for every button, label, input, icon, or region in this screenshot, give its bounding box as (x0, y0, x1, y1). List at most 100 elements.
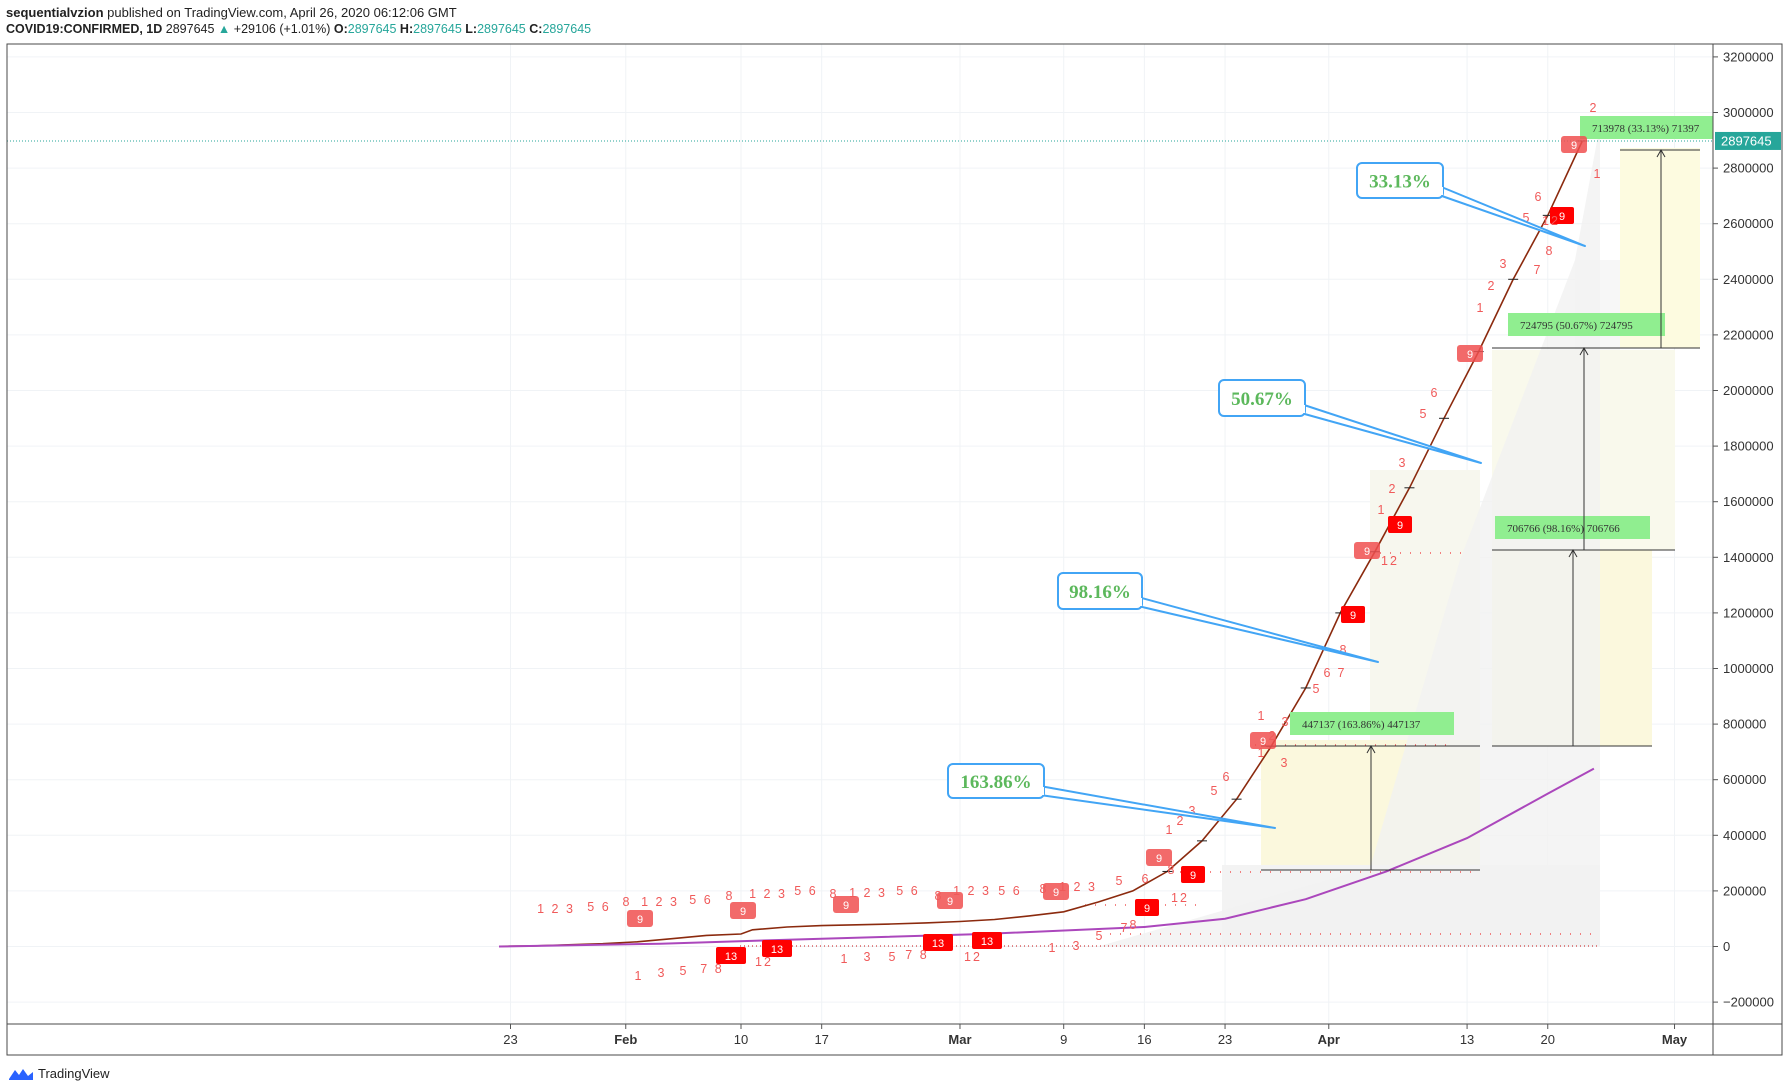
td-setup-label: 9 (1571, 140, 1577, 152)
td-count: 12 (964, 950, 982, 964)
td-support-lines (740, 552, 1600, 947)
measure-arrow-head (1579, 346, 1589, 356)
x-tick-label: 17 (814, 1032, 828, 1047)
td-count: 8 (1040, 882, 1049, 896)
axes: 3200000300000028000002600000240000022000… (6, 43, 1783, 1056)
td-countdown-label: 9 (1397, 520, 1403, 532)
symbol-legend: COVID19:CONFIRMED, 1D 2897645 ▲ +29106 (… (6, 22, 591, 36)
td-count: 2 (1488, 279, 1497, 293)
callout-label: 163.86% (960, 772, 1031, 793)
td-countdown-label: 13 (981, 936, 993, 948)
td-countdown-box (972, 932, 1002, 949)
td-count: 1 2 3 (537, 902, 575, 916)
td-count: 5 (1096, 929, 1105, 943)
low-label: L: (465, 22, 478, 36)
td-count: 7 8 (905, 948, 928, 962)
y-tick-label: 2200000 (1723, 327, 1774, 342)
td-setup-box (833, 896, 859, 913)
author-name[interactable]: sequentialvzion (6, 5, 104, 20)
y-tick-label: 1400000 (1723, 550, 1774, 565)
measure-label-box (1508, 313, 1665, 336)
x-tick-label: 23 (503, 1032, 517, 1047)
td-setup-label: 9 (1364, 546, 1370, 558)
td-count: 1 (1378, 503, 1387, 517)
td-count: 5 (1116, 874, 1125, 888)
td-count: 8 (1546, 244, 1555, 258)
td-count: 6 (1535, 190, 1544, 204)
td-count: 8 (623, 895, 632, 909)
td-count: 1 2 3 (849, 886, 887, 900)
td-count: 2 (1269, 729, 1278, 743)
y-tick-label: 200000 (1723, 883, 1766, 898)
callouts[interactable]: 163.86% 98.16% 50.67% 33.13% (947, 162, 1586, 829)
last-price-tag (1715, 131, 1781, 150)
td-setup-box (1354, 542, 1380, 559)
td-count: 6 (1142, 872, 1151, 886)
y-tick-label: 2600000 (1723, 216, 1774, 231)
symbol-name: COVID19:CONFIRMED, 1D (6, 22, 163, 36)
x-tick-label: 10 (734, 1032, 748, 1047)
td-count: 6 (1324, 666, 1333, 680)
measure-tools[interactable]: 447137 (163.86%) 447137 706766 (98.16%) 7… (1261, 116, 1713, 871)
td-setup-label: 9 (1156, 853, 1162, 865)
td-count: 1 (841, 952, 850, 966)
callout-pointer (1300, 403, 1482, 464)
td-count: 5 (1313, 682, 1322, 696)
td-count: 7 (1534, 263, 1543, 277)
td-countdown-box (1341, 606, 1365, 623)
close-value: 2897645 (542, 22, 592, 36)
td-count: 3 (1500, 257, 1509, 271)
change-value: +29106 (+1.01%) (233, 22, 331, 36)
callout-joint (1136, 598, 1142, 606)
publish-date: published on TradingView.com, April 26, … (107, 5, 457, 20)
y-tick-label: 1200000 (1723, 605, 1774, 620)
td-count: 5 (889, 950, 898, 964)
td-setup-box (627, 910, 653, 927)
callout-joint (1437, 187, 1443, 195)
measure-arrow-head (1366, 744, 1376, 754)
y-tick-label: 400000 (1723, 828, 1766, 843)
x-tick-label: 9 (1060, 1032, 1067, 1047)
td-setup-box (730, 902, 756, 919)
td-count: 1 2 3 (1059, 880, 1097, 894)
td-setup-box (1457, 345, 1483, 362)
y-tick-label: 2000000 (1723, 383, 1774, 398)
callout-joint (1299, 405, 1305, 413)
high-value: 2897645 (413, 22, 462, 36)
td-count: 5 (1211, 784, 1220, 798)
td-count: 5 (680, 964, 689, 978)
td-count: 1 2 3 (641, 895, 679, 909)
callout-label: 33.13% (1369, 172, 1431, 193)
td-count: 3 (1399, 456, 1408, 470)
td-setup-box (1146, 849, 1172, 866)
td-countdown-box (1550, 207, 1574, 224)
x-tick-label: Mar (948, 1032, 971, 1047)
td-count: 5 6 (587, 900, 610, 914)
td-setup-label: 9 (947, 896, 953, 908)
td-count: 7 8 (700, 962, 723, 976)
td-setup-box (1043, 883, 1069, 900)
td-count: 1 2 3 (749, 887, 787, 901)
td-countdown-label: 9 (1559, 211, 1565, 223)
measure-label-box (1290, 712, 1454, 735)
price-fill-shadow (1100, 125, 1600, 946)
td-countdown-label: 13 (771, 944, 783, 956)
td-setup-label: 9 (1053, 887, 1059, 899)
td-setup-label: 9 (1467, 349, 1473, 361)
td-countdown-label: 9 (1190, 870, 1196, 882)
brand-footer[interactable]: TradingView (8, 1066, 110, 1081)
td-count: 1 (1258, 746, 1267, 760)
x-tick-label: 23 (1218, 1032, 1232, 1047)
y-tick-label: 3000000 (1723, 105, 1774, 120)
td-setup-label: 9 (740, 906, 746, 918)
td-count: 8 (726, 889, 735, 903)
td-count: 12 (755, 955, 773, 969)
measure-fills (1100, 125, 1700, 946)
td-count: 1 (1594, 167, 1603, 181)
measure-label: 713978 (33.13%) 71397 (1592, 123, 1700, 135)
callout-box (1218, 379, 1306, 417)
callout-joint (1038, 787, 1044, 795)
y-tick-label: 800000 (1723, 717, 1766, 732)
